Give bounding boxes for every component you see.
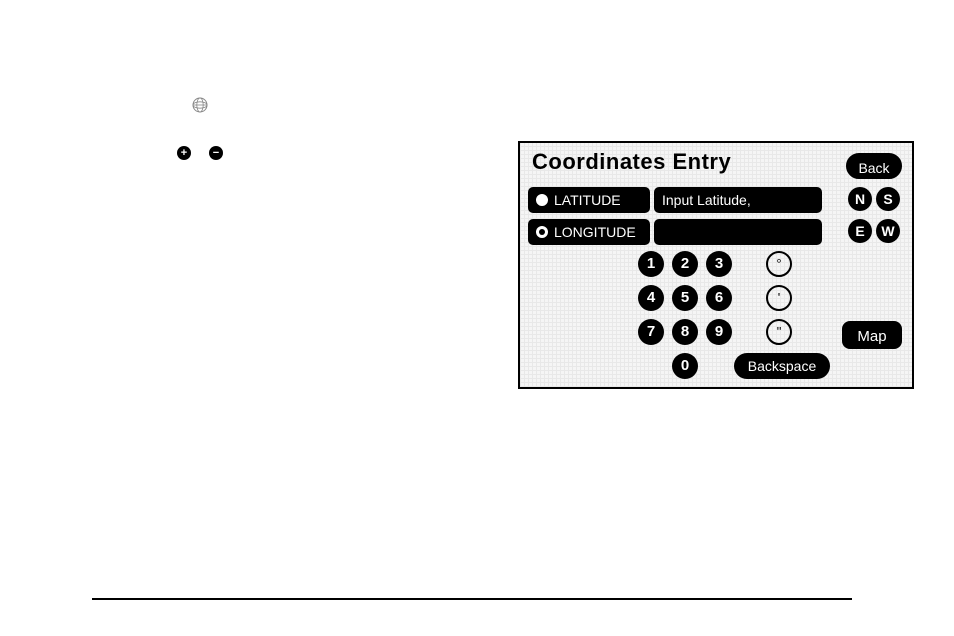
south-button[interactable]: S xyxy=(876,187,900,211)
longitude-label-text: LONGITUDE xyxy=(554,219,636,245)
key-9[interactable]: 9 xyxy=(706,319,732,345)
map-button[interactable]: Map xyxy=(842,321,902,349)
key-7[interactable]: 7 xyxy=(638,319,664,345)
backspace-button[interactable]: Backspace xyxy=(734,353,830,379)
key-3[interactable]: 3 xyxy=(706,251,732,277)
degree-button[interactable]: ° xyxy=(766,251,792,277)
west-button[interactable]: W xyxy=(876,219,900,243)
horizontal-rule xyxy=(92,598,852,600)
key-8[interactable]: 8 xyxy=(672,319,698,345)
back-button[interactable]: Back xyxy=(846,153,902,179)
page: + − Coordinates Entry Back LATITUDE Inpu… xyxy=(0,0,954,636)
key-2[interactable]: 2 xyxy=(672,251,698,277)
key-1[interactable]: 1 xyxy=(638,251,664,277)
globe-icon xyxy=(192,97,208,113)
minute-button[interactable]: ' xyxy=(766,285,792,311)
longitude-radio-icon xyxy=(536,226,548,238)
latitude-input[interactable]: Input Latitude, xyxy=(654,187,822,213)
minus-icon: − xyxy=(209,146,223,160)
east-button[interactable]: E xyxy=(848,219,872,243)
key-5[interactable]: 5 xyxy=(672,285,698,311)
screen-title: Coordinates Entry xyxy=(532,149,731,175)
longitude-label-button[interactable]: LONGITUDE xyxy=(528,219,650,245)
plus-icon: + xyxy=(177,146,191,160)
key-0[interactable]: 0 xyxy=(672,353,698,379)
second-button[interactable]: " xyxy=(766,319,792,345)
latitude-label-button[interactable]: LATITUDE xyxy=(528,187,650,213)
north-button[interactable]: N xyxy=(848,187,872,211)
longitude-input[interactable] xyxy=(654,219,822,245)
latitude-label-text: LATITUDE xyxy=(554,187,621,213)
latitude-radio-icon xyxy=(536,194,548,206)
key-6[interactable]: 6 xyxy=(706,285,732,311)
coordinates-entry-screen: Coordinates Entry Back LATITUDE Input La… xyxy=(518,141,914,389)
key-4[interactable]: 4 xyxy=(638,285,664,311)
